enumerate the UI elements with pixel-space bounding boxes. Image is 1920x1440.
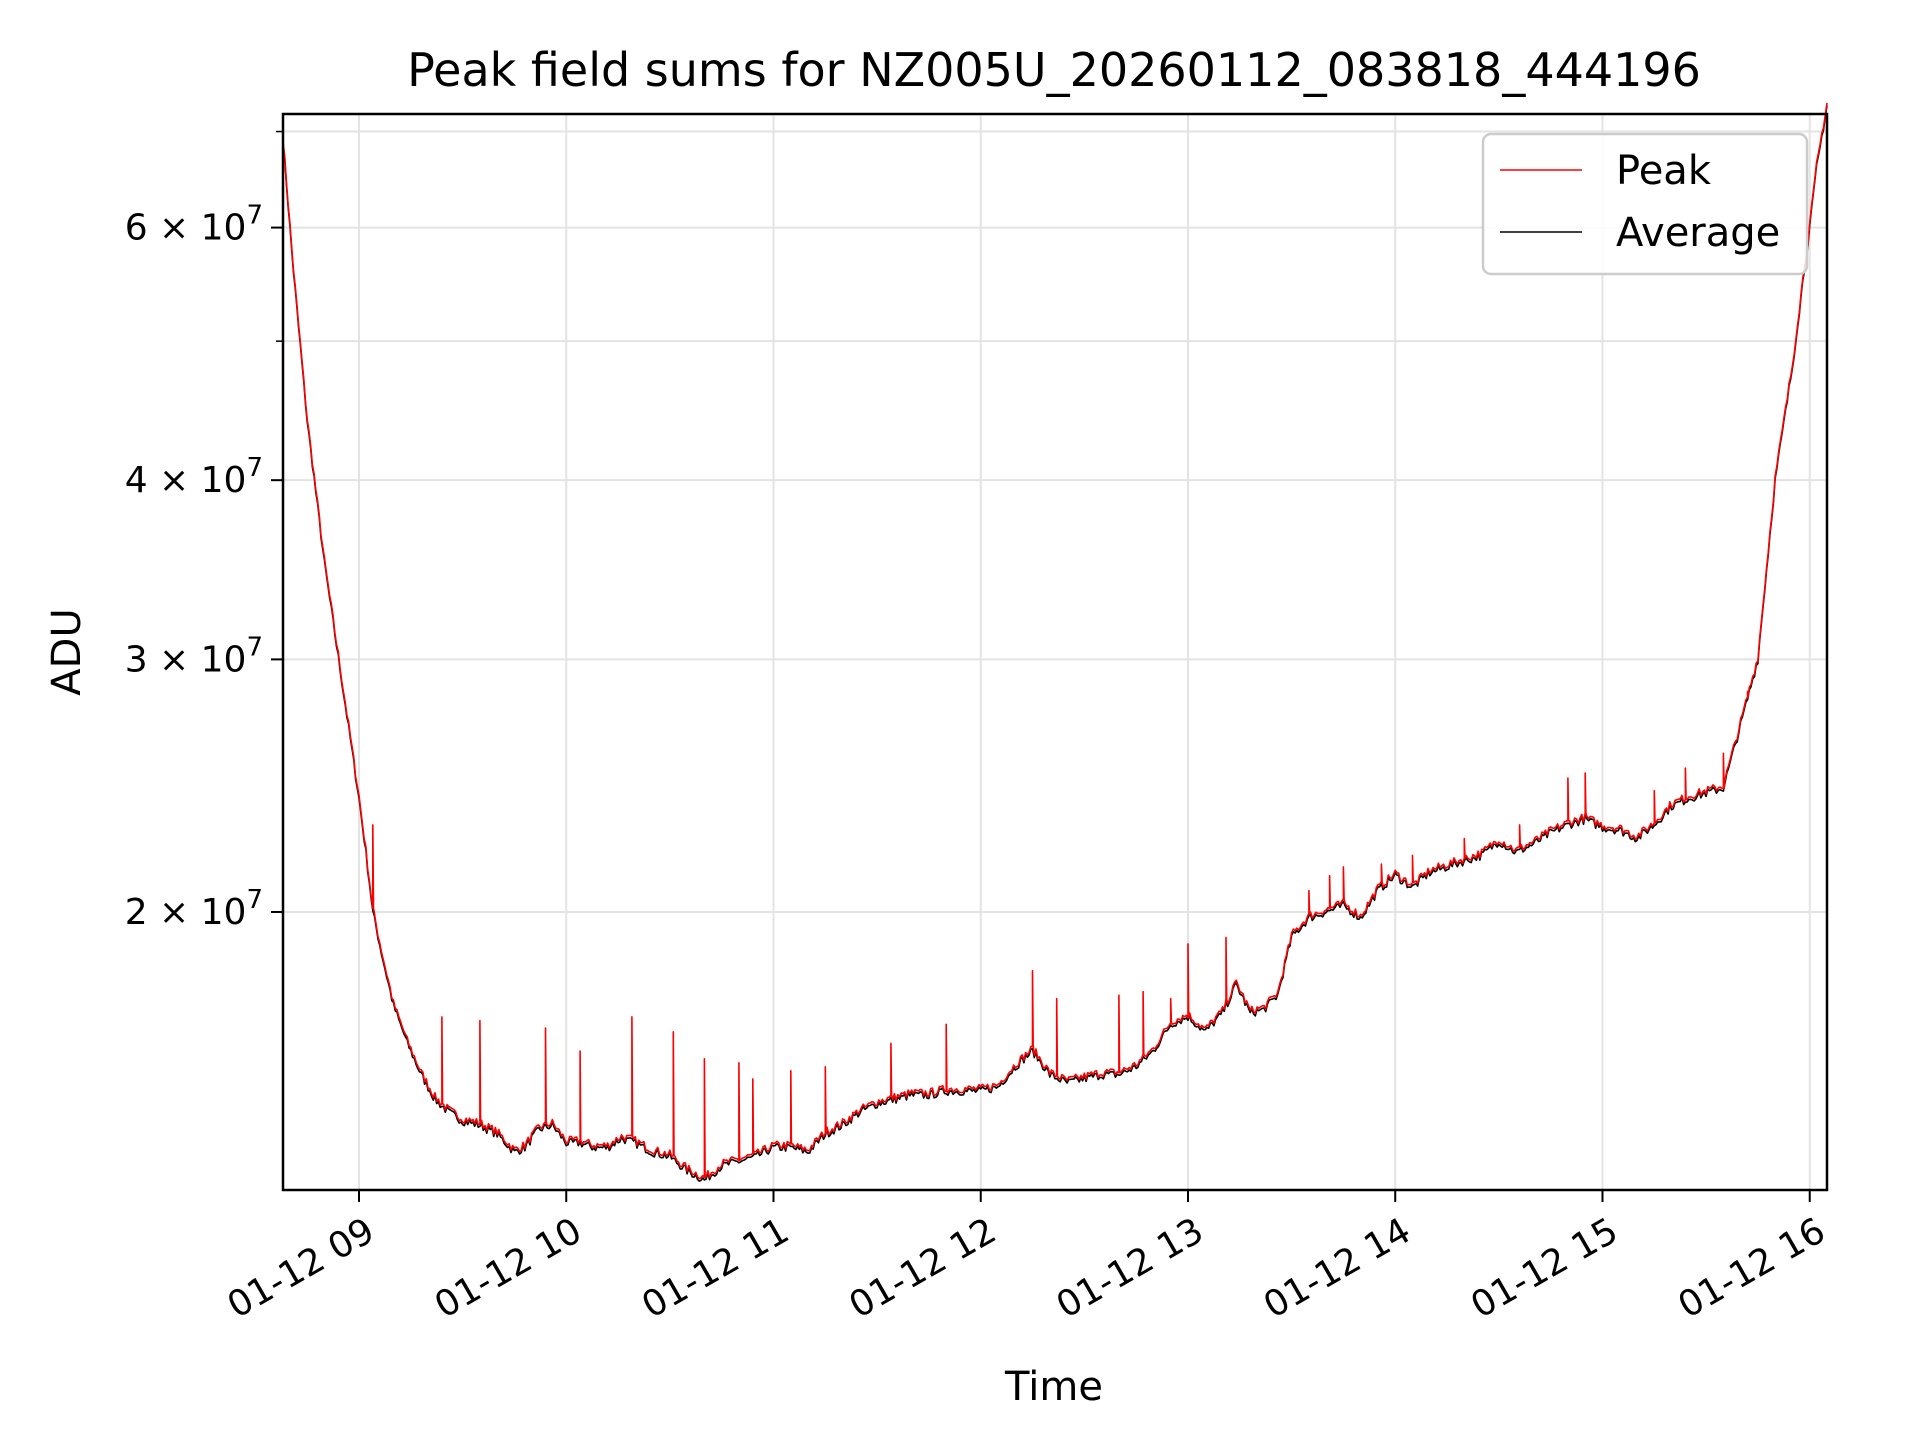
plot-frame <box>281 112 1829 1192</box>
grid-lines <box>283 114 1827 1190</box>
y-tick-label: 2 × 107 <box>125 885 263 933</box>
peak-series <box>282 102 1828 1180</box>
y-axis-label: ADU <box>44 608 90 695</box>
x-axis-label: Time <box>1004 1364 1103 1410</box>
peak-line-path <box>282 102 1828 1180</box>
y-tick-label: 4 × 107 <box>125 453 263 501</box>
chart-title: Peak field sums for NZ005U_20260112_0838… <box>407 43 1701 97</box>
y-tick-label: 3 × 107 <box>125 632 263 680</box>
average-series <box>282 105 1828 1182</box>
legend-box <box>1481 132 1809 276</box>
y-tick-label: 6 × 107 <box>125 201 263 249</box>
legend: Peak Average <box>1481 132 1809 276</box>
y-axis: 2 × 107 3 × 107 4 × 107 6 × 107 <box>125 130 283 933</box>
average-line-path <box>282 105 1828 1182</box>
legend-label-peak: Peak <box>1616 148 1712 194</box>
legend-label-average: Average <box>1616 210 1780 256</box>
